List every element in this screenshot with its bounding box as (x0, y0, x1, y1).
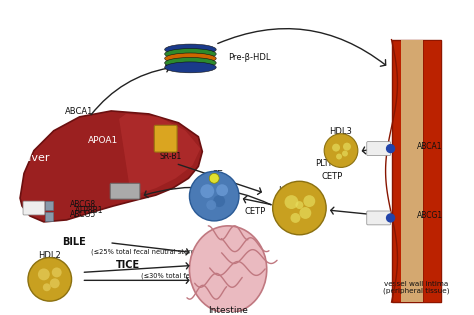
Circle shape (52, 267, 62, 278)
Text: FC: FC (373, 214, 384, 222)
Text: CETP: CETP (321, 172, 343, 181)
Text: CE: CE (158, 136, 168, 145)
Circle shape (43, 283, 51, 291)
Circle shape (291, 213, 301, 223)
Text: (≤30% total fecal sterol): (≤30% total fecal sterol) (141, 272, 223, 279)
Text: FC: FC (373, 144, 384, 153)
Text: vessel wall intima
(peripheral tissue): vessel wall intima (peripheral tissue) (383, 281, 449, 294)
Circle shape (324, 134, 358, 167)
Text: FC: FC (28, 203, 39, 213)
Bar (45, 201, 53, 210)
Text: Liver: Liver (23, 153, 51, 163)
Circle shape (300, 207, 311, 219)
Text: APOA1: APOA1 (88, 136, 118, 145)
Text: CE: CE (211, 170, 223, 179)
Circle shape (303, 195, 315, 207)
Text: ABCG1: ABCG1 (417, 211, 443, 220)
Text: BILE: BILE (62, 237, 85, 247)
Circle shape (295, 201, 303, 209)
Text: (≤25% total fecal neutral sterol): (≤25% total fecal neutral sterol) (91, 248, 200, 255)
Text: SR-B1: SR-B1 (160, 152, 182, 161)
FancyBboxPatch shape (110, 183, 140, 199)
Text: ABCA1: ABCA1 (65, 107, 94, 117)
Circle shape (284, 195, 299, 209)
Circle shape (336, 153, 342, 159)
Polygon shape (119, 114, 201, 196)
Circle shape (206, 200, 216, 210)
Ellipse shape (190, 226, 267, 313)
Circle shape (38, 268, 50, 280)
Text: LDLR: LDLR (115, 187, 135, 196)
Text: CETP: CETP (244, 208, 265, 216)
Text: Intestine: Intestine (208, 306, 248, 315)
Circle shape (387, 145, 394, 152)
Circle shape (190, 171, 239, 221)
Text: Pre-β-HDL: Pre-β-HDL (228, 53, 271, 62)
Circle shape (343, 143, 351, 151)
Circle shape (387, 214, 394, 222)
FancyBboxPatch shape (23, 201, 45, 215)
Ellipse shape (164, 53, 216, 64)
Bar (392, 40, 441, 302)
Ellipse shape (164, 49, 216, 60)
Circle shape (201, 184, 214, 198)
Circle shape (216, 184, 228, 196)
Text: HDL2: HDL2 (278, 186, 301, 195)
Text: ABCG8: ABCG8 (70, 200, 96, 209)
FancyBboxPatch shape (154, 125, 177, 152)
Circle shape (50, 278, 60, 288)
Circle shape (273, 181, 326, 235)
Ellipse shape (164, 62, 216, 73)
Text: ATP8B1: ATP8B1 (75, 205, 104, 215)
Text: TICE: TICE (116, 261, 140, 271)
Circle shape (213, 195, 225, 207)
Circle shape (28, 258, 72, 301)
Bar (401, 40, 423, 302)
Text: V/LDL: V/LDL (202, 209, 227, 219)
Bar (45, 212, 53, 221)
Text: ABCG5: ABCG5 (70, 210, 96, 220)
Text: PLTP: PLTP (315, 159, 334, 168)
Text: HDL3: HDL3 (329, 127, 353, 136)
Circle shape (332, 144, 340, 152)
Ellipse shape (164, 44, 216, 55)
Polygon shape (20, 111, 202, 222)
Circle shape (209, 173, 219, 183)
Ellipse shape (164, 57, 216, 68)
Bar (423, 40, 441, 302)
Text: ABCA1: ABCA1 (418, 142, 443, 151)
FancyBboxPatch shape (367, 142, 391, 156)
Text: HDL2: HDL2 (38, 251, 61, 260)
Circle shape (342, 151, 348, 157)
FancyBboxPatch shape (367, 211, 391, 225)
